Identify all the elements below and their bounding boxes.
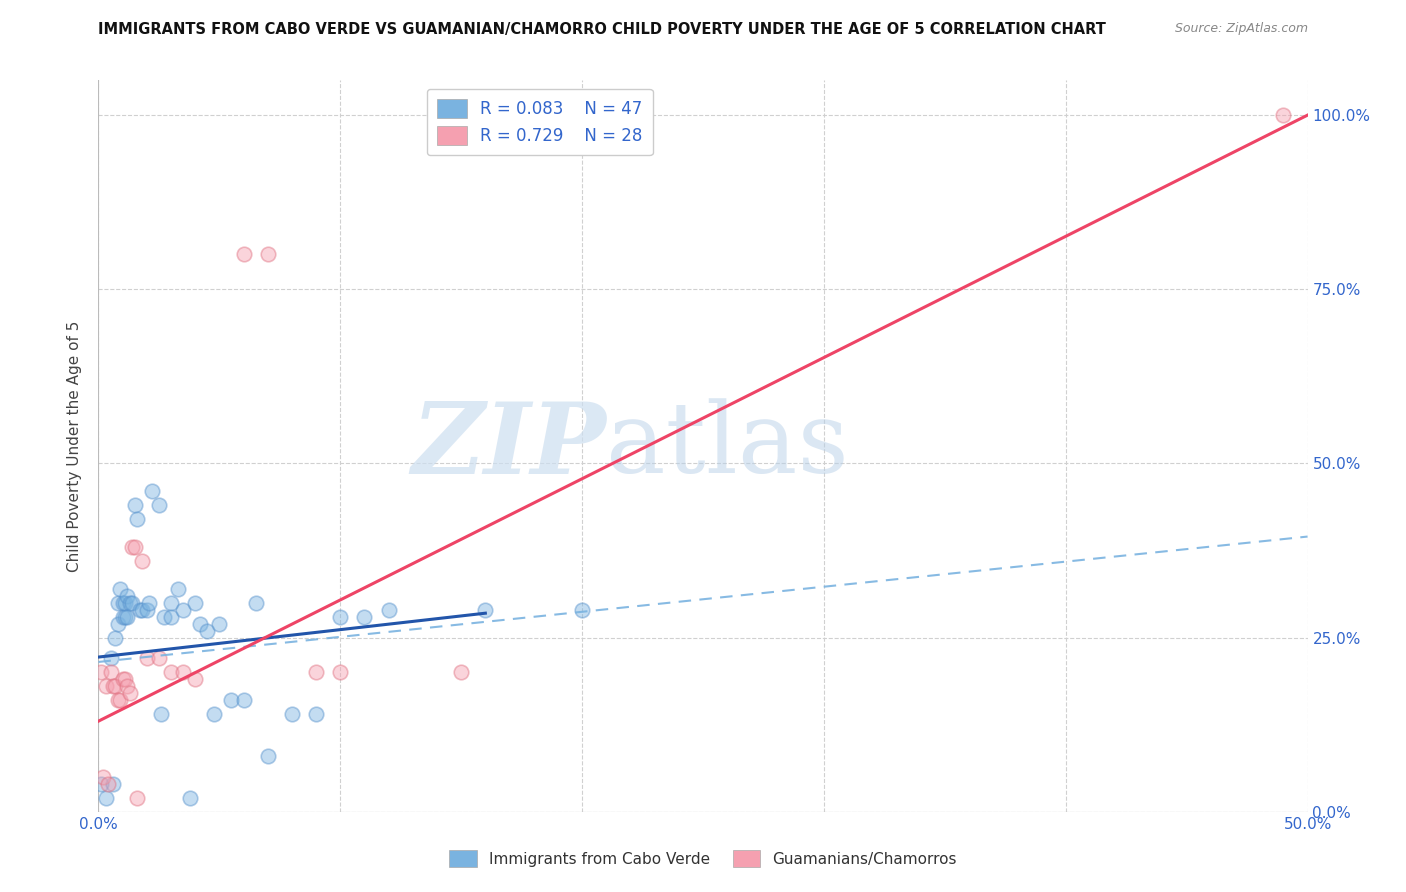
Point [114,609,136,624]
Point [117,679,139,693]
Point [100,651,122,665]
Point [204,707,226,722]
Point [128,603,150,617]
Point [1272,108,1295,122]
Point [107,693,129,707]
Point [91,770,114,784]
Point [108,693,131,707]
Text: Source: ZipAtlas.com: Source: ZipAtlas.com [1174,22,1308,36]
Point [377,603,399,617]
Point [184,596,207,610]
Point [208,616,231,631]
Point [117,609,139,624]
Point [124,498,146,512]
Point [150,707,173,722]
Point [148,651,170,665]
Point [104,679,127,693]
Point [152,609,174,624]
Point [94,790,117,805]
Point [111,596,134,610]
Point [107,616,129,631]
Point [127,512,149,526]
Point [184,673,207,687]
Point [329,609,352,624]
Point [232,693,254,707]
Text: ZIP: ZIP [412,398,606,494]
Point [305,665,328,680]
Point [256,247,278,261]
Point [172,603,194,617]
Point [131,554,153,568]
Legend: Immigrants from Cabo Verde, Guamanians/Chamorros: Immigrants from Cabo Verde, Guamanians/C… [443,844,963,873]
Point [474,603,496,617]
Point [104,631,127,645]
Point [101,777,124,791]
Point [111,673,134,687]
Point [108,582,131,596]
Point [117,589,139,603]
Point [571,603,593,617]
Point [94,679,117,693]
Y-axis label: Child Poverty Under the Age of 5: Child Poverty Under the Age of 5 [67,320,83,572]
Point [97,777,120,791]
Point [131,603,153,617]
Point [195,624,218,638]
Point [221,693,243,707]
Point [90,777,112,791]
Point [329,665,352,680]
Point [90,665,112,680]
Point [101,679,124,693]
Point [111,609,134,624]
Point [160,596,183,610]
Point [245,596,267,610]
Point [160,609,183,624]
Point [232,247,254,261]
Point [100,665,122,680]
Point [188,616,211,631]
Point [121,596,143,610]
Text: IMMIGRANTS FROM CABO VERDE VS GUAMANIAN/CHAMORRO CHILD POVERTY UNDER THE AGE OF : IMMIGRANTS FROM CABO VERDE VS GUAMANIAN/… [98,22,1107,37]
Point [127,790,149,805]
Point [114,596,136,610]
Point [141,484,163,499]
Point [118,596,141,610]
Point [107,596,129,610]
Text: atlas: atlas [606,398,849,494]
Point [256,749,278,764]
Point [114,673,136,687]
Point [353,609,375,624]
Point [450,665,472,680]
Point [167,582,190,596]
Point [281,707,304,722]
Point [118,686,141,700]
Point [121,540,143,554]
Point [148,498,170,512]
Point [124,540,146,554]
Point [138,596,160,610]
Point [135,603,157,617]
Point [179,790,201,805]
Point [172,665,194,680]
Point [305,707,328,722]
Point [160,665,183,680]
Point [135,651,157,665]
